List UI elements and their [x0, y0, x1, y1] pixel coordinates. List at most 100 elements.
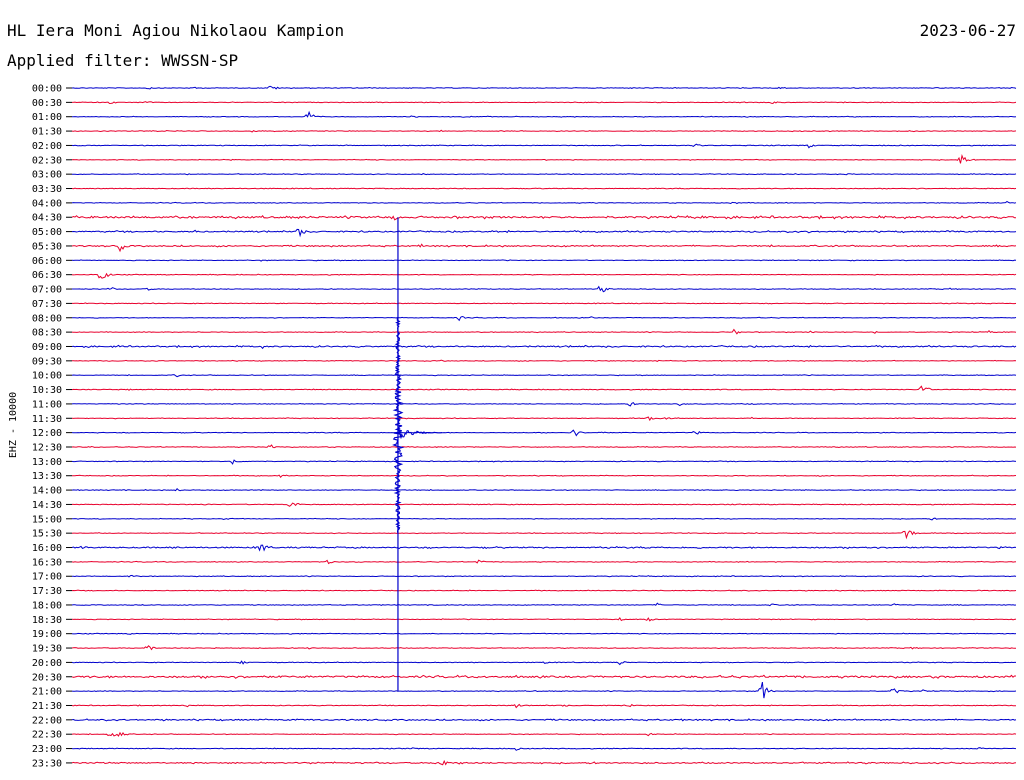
trace-waveform — [71, 660, 1016, 666]
trace-waveform — [72, 302, 1017, 305]
trace-waveform — [71, 645, 1016, 651]
trace-waveform — [72, 502, 1017, 507]
time-tick-label: 17:00 — [32, 572, 62, 583]
trace-0930: 09:30 — [32, 356, 1017, 367]
trace-2100: 21:00 — [32, 681, 1017, 699]
chart-subtitle: Applied filter: WWSSN-SP — [7, 51, 238, 70]
time-tick-label: 01:30 — [32, 127, 62, 138]
trace-waveform — [71, 143, 1017, 149]
time-tick-label: 11:30 — [32, 414, 62, 425]
trace-1830: 18:30 — [32, 615, 1017, 626]
trace-1530: 15:30 — [32, 529, 1016, 540]
trace-0100: 01:00 — [32, 110, 1017, 123]
trace-1200: 12:00 — [32, 428, 1017, 439]
trace-waveform — [71, 674, 1016, 679]
time-tick-label: 08:00 — [32, 313, 62, 324]
time-tick-label: 06:00 — [32, 256, 62, 267]
trace-waveform — [71, 129, 1017, 133]
trace-waveform — [71, 517, 1017, 521]
trace-waveform — [71, 228, 1017, 238]
time-tick-label: 23:30 — [32, 758, 62, 769]
trace-2230: 22:30 — [32, 730, 1017, 741]
trace-0000: 00:00 — [32, 84, 1017, 95]
trace-0800: 08:00 — [32, 313, 1017, 324]
time-tick-label: 10:00 — [32, 371, 62, 382]
trace-waveform — [72, 110, 1017, 118]
time-tick-label: 19:00 — [32, 629, 62, 640]
trace-0730: 07:30 — [32, 299, 1017, 310]
trace-group: 00:00 00:30 01:00 01:30 02:00 02:30 03:00 03:30… — [32, 84, 1017, 769]
trace-waveform — [71, 187, 1017, 190]
trace-0630: 06:30 — [32, 270, 1017, 281]
trace-0400: 04:00 — [32, 198, 1017, 209]
trace-1730: 17:30 — [32, 586, 1017, 597]
time-tick-label: 21:00 — [32, 687, 62, 698]
trace-1100: 11:00 — [32, 399, 1017, 410]
trace-0200: 02:00 — [32, 141, 1017, 152]
trace-waveform — [71, 416, 1017, 422]
time-tick-label: 13:00 — [32, 457, 62, 468]
trace-0430: 04:30 — [32, 213, 1017, 224]
time-tick-label: 15:00 — [32, 514, 62, 525]
trace-waveform — [71, 101, 1017, 105]
trace-1930: 19:30 — [32, 644, 1016, 655]
time-tick-label: 03:30 — [32, 184, 62, 195]
event-signal-envelope — [392, 317, 405, 533]
trace-waveform — [71, 487, 1017, 492]
time-tick-label: 04:00 — [32, 198, 62, 209]
trace-waveform — [71, 759, 1017, 766]
time-tick-label: 09:30 — [32, 356, 62, 367]
trace-waveform — [71, 214, 1017, 221]
trace-1700: 17:00 — [32, 572, 1017, 583]
time-tick-label: 16:30 — [32, 557, 62, 568]
trace-waveform — [71, 530, 1016, 540]
trace-0600: 06:00 — [32, 256, 1017, 267]
trace-waveform — [71, 731, 1017, 737]
trace-1130: 11:30 — [32, 414, 1017, 425]
time-tick-label: 06:30 — [32, 270, 62, 281]
trace-waveform — [71, 85, 1017, 90]
time-tick-label: 17:30 — [32, 586, 62, 597]
time-tick-label: 00:00 — [32, 84, 62, 95]
trace-waveform — [72, 315, 1017, 322]
trace-waveform — [71, 243, 1017, 253]
time-tick-label: 16:00 — [32, 543, 62, 554]
trace-0700: 07:00 — [32, 285, 1017, 296]
y-axis-label: EHZ - 10000 — [8, 392, 19, 458]
trace-1800: 18:00 — [32, 600, 1017, 611]
time-tick-label: 18:00 — [32, 600, 62, 611]
trace-1430: 14:30 — [32, 500, 1017, 511]
trace-2130: 21:30 — [32, 701, 1017, 712]
time-tick-label: 14:30 — [32, 500, 62, 511]
time-tick-label: 20:30 — [32, 672, 62, 683]
trace-0900: 09:00 — [32, 342, 1017, 353]
time-tick-label: 03:00 — [32, 170, 62, 181]
trace-0830: 08:30 — [32, 328, 1017, 339]
trace-waveform — [71, 602, 1017, 607]
trace-1900: 19:00 — [32, 629, 1017, 640]
trace-1600: 16:00 — [32, 543, 1017, 554]
chart-date: 2023-06-27 — [920, 21, 1016, 40]
time-tick-label: 15:30 — [32, 529, 62, 540]
trace-0530: 05:30 — [32, 241, 1017, 253]
trace-waveform — [71, 444, 1017, 449]
event-coda — [397, 428, 443, 440]
time-tick-label: 23:00 — [32, 744, 62, 755]
trace-waveform — [71, 459, 1017, 465]
trace-waveform — [71, 632, 1017, 635]
trace-waveform — [71, 259, 1017, 262]
time-tick-label: 11:00 — [32, 399, 62, 410]
trace-2000: 20:00 — [32, 658, 1016, 669]
time-tick-label: 12:00 — [32, 428, 62, 439]
trace-waveform — [71, 703, 1017, 709]
time-tick-label: 10:30 — [32, 385, 62, 396]
trace-1630: 16:30 — [32, 557, 1017, 568]
trace-0500: 05:00 — [32, 227, 1017, 238]
trace-1000: 10:00 — [32, 371, 1017, 382]
time-tick-label: 05:00 — [32, 227, 62, 238]
time-tick-label: 14:00 — [32, 486, 62, 497]
trace-2200: 22:00 — [32, 715, 1017, 726]
time-tick-label: 05:30 — [32, 241, 62, 252]
trace-waveform — [71, 385, 1017, 391]
